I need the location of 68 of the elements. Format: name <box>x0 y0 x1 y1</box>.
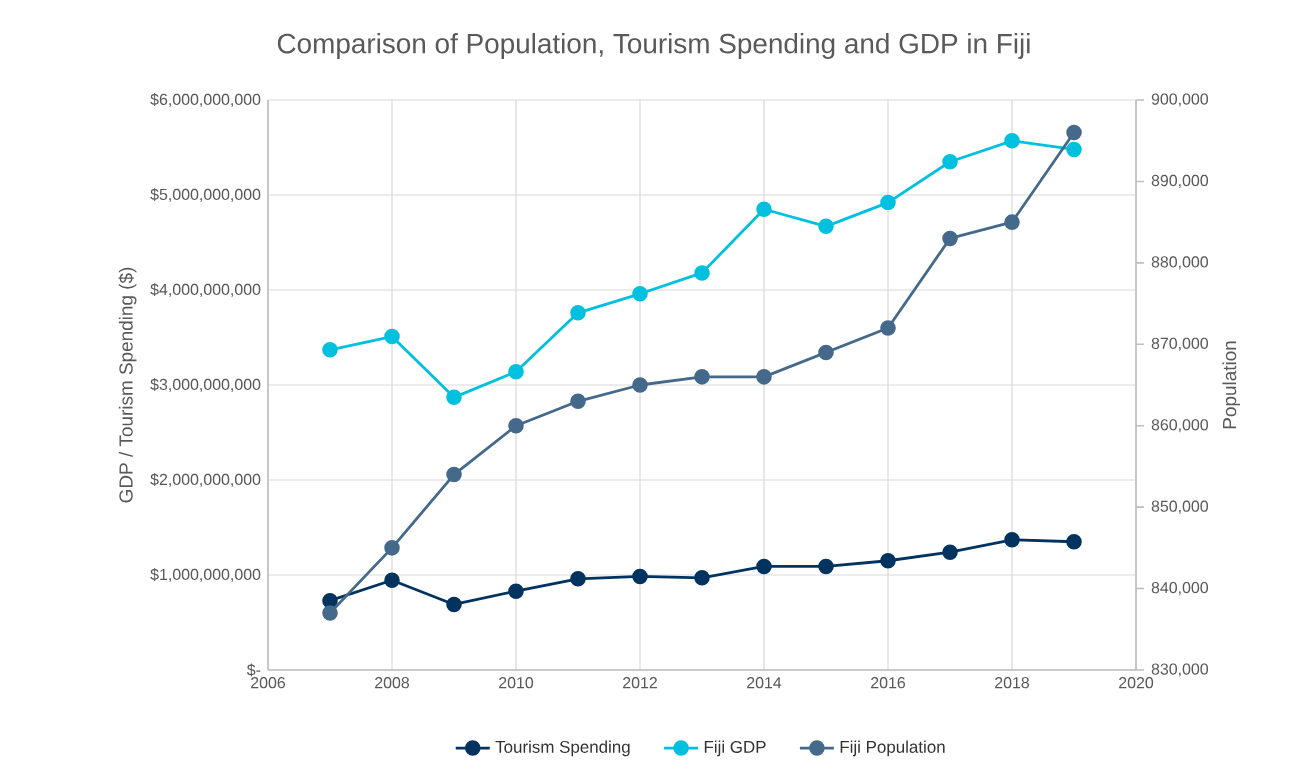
y2-tick-label: 890,000 <box>1151 174 1209 189</box>
x-tick-label: 2006 <box>251 677 286 689</box>
point <box>446 389 462 406</box>
y2-tick-label: 840,000 <box>1151 581 1209 596</box>
point <box>694 369 710 385</box>
y2-tick-label: 830,000 <box>1151 663 1209 677</box>
y-tick-label: $- <box>246 663 261 677</box>
point <box>756 558 772 575</box>
point <box>570 305 586 321</box>
y-axis-title: GDP / Tourism Spending ($) <box>118 267 137 503</box>
point <box>942 153 958 170</box>
x-tick-label: 2014 <box>747 677 782 689</box>
point <box>632 377 648 393</box>
y2-tick-label: 860,000 <box>1151 419 1209 433</box>
y-tick-label: $5,000,000,000 <box>150 188 261 202</box>
point <box>1004 214 1020 230</box>
point <box>570 571 586 587</box>
point <box>1066 124 1082 141</box>
legend-label: Fiji GDP <box>704 740 766 757</box>
point <box>818 344 834 361</box>
point <box>818 558 834 575</box>
point <box>446 466 462 483</box>
x-tick-label: 2010 <box>499 677 534 689</box>
point <box>942 230 958 247</box>
y2-axis-title: Population <box>1222 341 1241 429</box>
point <box>880 194 896 211</box>
x-tick-label: 2016 <box>871 677 906 689</box>
point <box>880 320 896 336</box>
x-tick-label: 2020 <box>1119 677 1154 689</box>
y-tick-label: $1,000,000,000 <box>150 568 261 582</box>
y2-tick-label: 880,000 <box>1151 256 1209 270</box>
point <box>632 568 648 585</box>
point <box>508 583 524 599</box>
legend-label: Tourism Spending <box>495 740 630 757</box>
point <box>384 540 400 556</box>
chart-title: Comparison of Population, Tourism Spending and GDP in Fiji <box>277 32 1030 59</box>
y2-tick-label: 870,000 <box>1151 337 1209 351</box>
point <box>756 369 772 385</box>
point <box>818 218 834 235</box>
legend-label: Fiji Population <box>840 740 945 757</box>
point <box>446 596 462 613</box>
y-tick-label: $4,000,000,000 <box>150 283 261 297</box>
point <box>508 417 524 434</box>
point <box>508 363 524 380</box>
point <box>1004 532 1020 548</box>
x-tick-label: 2012 <box>623 677 657 689</box>
point <box>1066 533 1082 550</box>
y2-tick-label: 900,000 <box>1151 93 1209 107</box>
point <box>1066 141 1082 158</box>
x-tick-label: 2018 <box>995 677 1030 689</box>
point <box>570 393 586 410</box>
point <box>384 328 400 345</box>
point <box>694 570 710 586</box>
x-tick-label: 2008 <box>375 677 410 689</box>
point <box>756 201 772 218</box>
y-tick-label: $2,000,000,000 <box>150 473 261 487</box>
point <box>384 572 400 588</box>
point <box>322 342 338 358</box>
y2-tick-label: 850,000 <box>1151 500 1209 514</box>
point <box>694 265 710 281</box>
point <box>322 605 338 621</box>
point <box>880 552 896 569</box>
y-tick-label: $3,000,000,000 <box>150 378 261 392</box>
point <box>1004 133 1020 149</box>
point <box>942 544 958 560</box>
point <box>322 592 338 609</box>
y-tick-label: $6,000,000,000 <box>150 93 261 107</box>
point <box>632 286 648 302</box>
